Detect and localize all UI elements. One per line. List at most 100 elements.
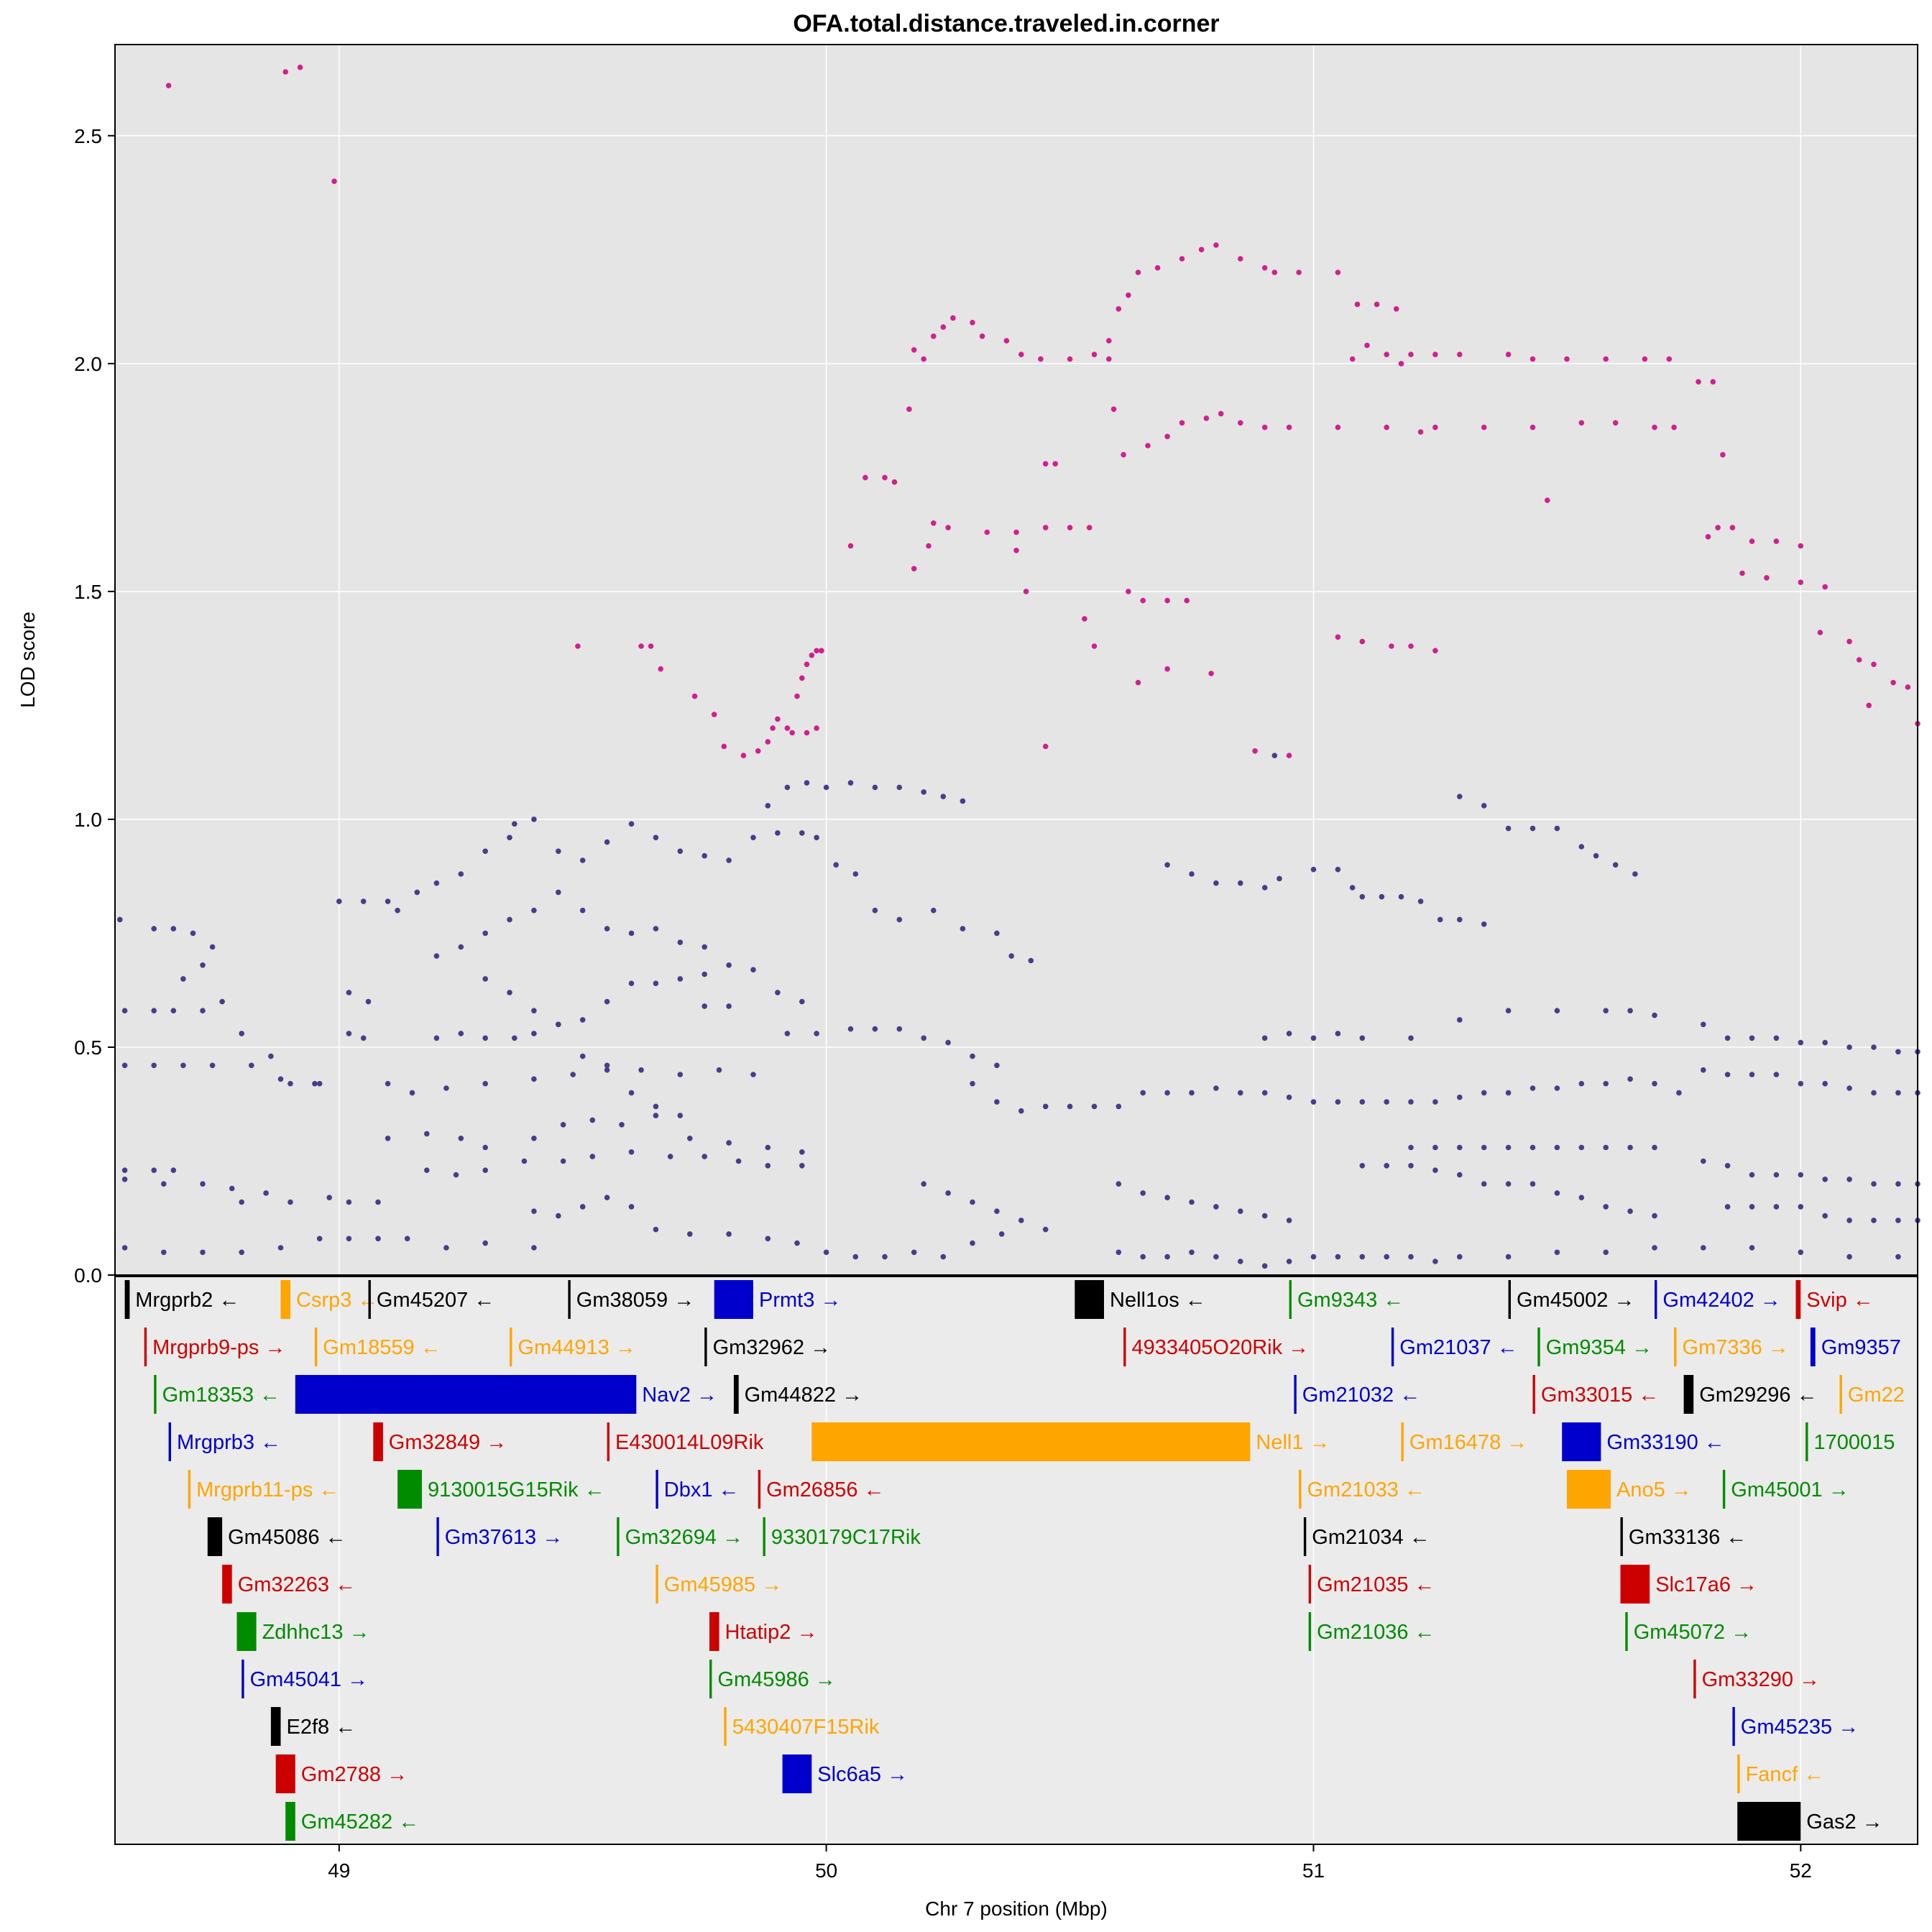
lod-point (1013, 529, 1019, 535)
lod-point (1652, 1144, 1657, 1151)
gene-Gm33136: Gm33136 ← (1620, 1517, 1747, 1556)
lod-point (852, 1254, 859, 1260)
lod-point (799, 830, 805, 836)
lod-point (589, 1154, 596, 1159)
lod-point (814, 725, 819, 731)
lod-point (1798, 1249, 1804, 1256)
lod-point (1457, 794, 1463, 799)
lod-point (385, 898, 391, 904)
gene-bar (1562, 1422, 1601, 1461)
lod-point (200, 1181, 206, 1187)
lod-point (940, 1254, 947, 1260)
lod-point (121, 1177, 128, 1182)
lod-point (1798, 1172, 1804, 1178)
lod-point (1773, 1172, 1780, 1178)
lod-point (482, 1144, 488, 1151)
lod-point (940, 324, 947, 330)
lod-point (1384, 1163, 1389, 1169)
lod-point (1310, 1099, 1317, 1105)
gene-Gm21035: Gm21035 ← (1308, 1565, 1435, 1604)
lod-point (1091, 643, 1098, 649)
lod-point (804, 661, 810, 668)
x-axis-title: Chr 7 position (Mbp) (925, 1898, 1108, 1920)
lod-point (1359, 638, 1366, 645)
lod-point (1179, 420, 1185, 426)
lod-point (1701, 1021, 1706, 1028)
lod-point (209, 1062, 216, 1069)
lod-point (1189, 1199, 1195, 1205)
gene-bar (1722, 1470, 1726, 1509)
lod-point (628, 1149, 635, 1155)
lod-point (1627, 1008, 1633, 1013)
lod-point (1213, 1085, 1219, 1091)
lod-point (1710, 379, 1716, 385)
gene-Gm45282: Gm45282 ← (285, 1802, 419, 1841)
lod-point (604, 998, 610, 1005)
lod-point (1432, 1099, 1438, 1105)
lod-point (1335, 1099, 1341, 1105)
lod-point (1276, 875, 1282, 882)
lod-point (1642, 356, 1648, 362)
lod-point (814, 834, 819, 841)
gene-label: Gm9343 ← (1297, 1289, 1404, 1312)
lod-point (1189, 1249, 1195, 1256)
gene-Dbx1: Dbx1 ← (656, 1470, 740, 1509)
lod-point (1408, 1099, 1414, 1105)
lod-point (784, 1031, 791, 1036)
lod-point (297, 64, 303, 70)
lod-point (443, 1085, 449, 1091)
lod-point (882, 1254, 888, 1260)
lod-point (1749, 1204, 1755, 1210)
lod-point (667, 1154, 673, 1159)
lod-point (1310, 866, 1317, 873)
gene-label: Gm42402 → (1662, 1289, 1780, 1312)
lod-point (1116, 1103, 1122, 1110)
gene-label: Gm18559 ← (323, 1336, 441, 1359)
lod-point (799, 1149, 805, 1155)
lod-point (1408, 1163, 1414, 1169)
lod-point (161, 1181, 167, 1187)
gene-bar (1508, 1280, 1511, 1319)
lod-point (750, 967, 756, 972)
lod-point (1632, 871, 1638, 877)
gene-label: Gm45207 ← (377, 1289, 494, 1312)
gene-Gm21034: Gm21034 ← (1303, 1517, 1430, 1556)
lod-point (1126, 292, 1131, 298)
lod-point (200, 1249, 206, 1256)
lod-point (424, 1167, 430, 1173)
lod-point (1028, 957, 1034, 964)
lod-point (945, 525, 951, 530)
gene-Prmt3: Prmt3 → (714, 1280, 841, 1319)
lod-point (482, 848, 488, 855)
gene-Gm21032: Gm21032 ← (1294, 1375, 1420, 1414)
lod-point (1335, 424, 1341, 431)
lod-point (1359, 1099, 1366, 1105)
lod-point (151, 1167, 157, 1173)
gene-Gm45235: Gm45235 → (1732, 1707, 1859, 1746)
y-axis-title: LOD score (17, 612, 39, 708)
lod-point (1773, 1035, 1780, 1041)
lod-point (1286, 1031, 1292, 1036)
gene-bar (285, 1802, 295, 1841)
lod-point (1408, 1254, 1414, 1260)
lod-point (1749, 1245, 1755, 1251)
lod-point (1671, 424, 1677, 431)
lod-point (970, 1053, 975, 1059)
lod-point (1140, 597, 1146, 604)
lod-point (765, 1163, 771, 1169)
lod-point (170, 1008, 177, 1013)
gene-bar (704, 1328, 707, 1366)
lod-point (1554, 1190, 1560, 1196)
lod-point (360, 898, 367, 904)
gene-bar (436, 1517, 439, 1556)
lod-point (1335, 270, 1341, 275)
lod-point (1627, 1208, 1633, 1214)
lod-point (1846, 1044, 1852, 1050)
lod-point (1652, 424, 1657, 431)
gene-bar (1620, 1517, 1623, 1556)
lod-point (1554, 1008, 1560, 1013)
lod-point (1773, 1072, 1780, 1077)
gene-bar (1532, 1375, 1535, 1414)
lod-point (1379, 893, 1385, 900)
